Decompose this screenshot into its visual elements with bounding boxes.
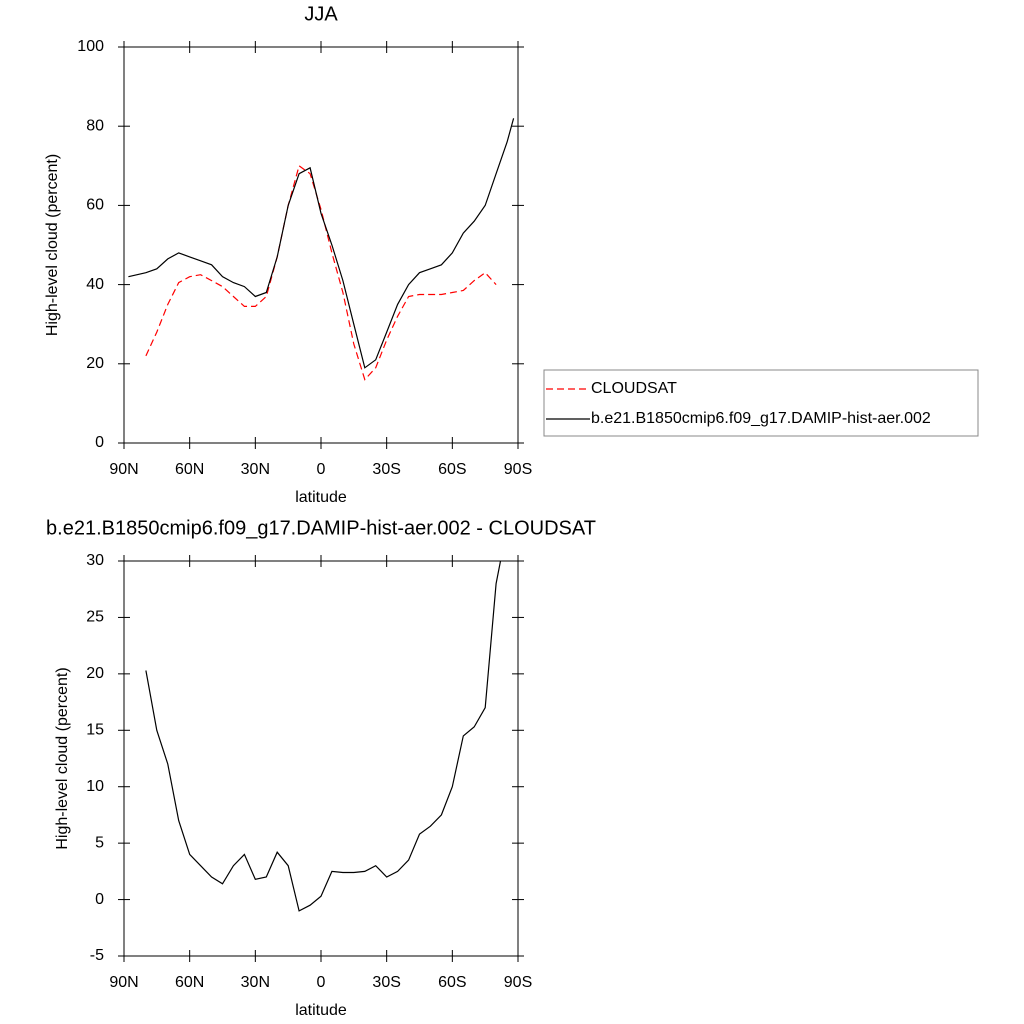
- legend-label: b.e21.B1850cmip6.f09_g17.DAMIP-hist-aer.…: [591, 410, 931, 427]
- y-tick-label: 10: [86, 778, 104, 795]
- x-tick-label: 60S: [438, 461, 466, 478]
- x-tick-label: 60S: [438, 974, 466, 991]
- x-axis-label: latitude: [295, 489, 347, 506]
- x-tick-label: 90S: [504, 974, 532, 991]
- y-tick-label: 0: [95, 434, 104, 451]
- y-axis-label: High-level cloud (percent): [44, 154, 61, 336]
- y-tick-label: 25: [86, 609, 104, 626]
- chart-title: JJA: [304, 3, 338, 25]
- y-tick-label: 40: [86, 276, 104, 293]
- x-tick-label: 30S: [372, 974, 400, 991]
- x-tick-label: 30N: [241, 974, 270, 991]
- data-line: [145, 560, 502, 912]
- data-line: [145, 164, 497, 381]
- y-tick-label: 80: [86, 117, 104, 134]
- x-axis-label: latitude: [295, 1002, 347, 1019]
- data-line: [128, 118, 515, 369]
- y-tick-label: 15: [86, 722, 104, 739]
- y-tick-label: 20: [86, 665, 104, 682]
- x-tick-label: 60N: [175, 974, 204, 991]
- legend-label: CLOUDSAT: [591, 380, 677, 397]
- y-tick-label: 60: [86, 197, 104, 214]
- y-axis-label: High-level cloud (percent): [54, 667, 71, 849]
- y-tick-label: 100: [77, 38, 104, 55]
- x-tick-label: 30N: [241, 461, 270, 478]
- y-tick-label: -5: [90, 947, 104, 964]
- legend-box: [543, 369, 979, 437]
- x-tick-label: 90N: [109, 461, 138, 478]
- chart-title: b.e21.B1850cmip6.f09_g17.DAMIP-hist-aer.…: [46, 517, 596, 539]
- y-tick-label: 5: [95, 834, 104, 851]
- y-tick-label: 30: [86, 552, 104, 569]
- y-tick-label: 0: [95, 891, 104, 908]
- x-tick-label: 0: [317, 974, 326, 991]
- x-tick-label: 30S: [372, 461, 400, 478]
- y-tick-label: 20: [86, 355, 104, 372]
- x-tick-label: 90S: [504, 461, 532, 478]
- x-tick-label: 0: [317, 461, 326, 478]
- x-tick-label: 60N: [175, 461, 204, 478]
- x-tick-label: 90N: [109, 974, 138, 991]
- plot-frame: [123, 46, 519, 444]
